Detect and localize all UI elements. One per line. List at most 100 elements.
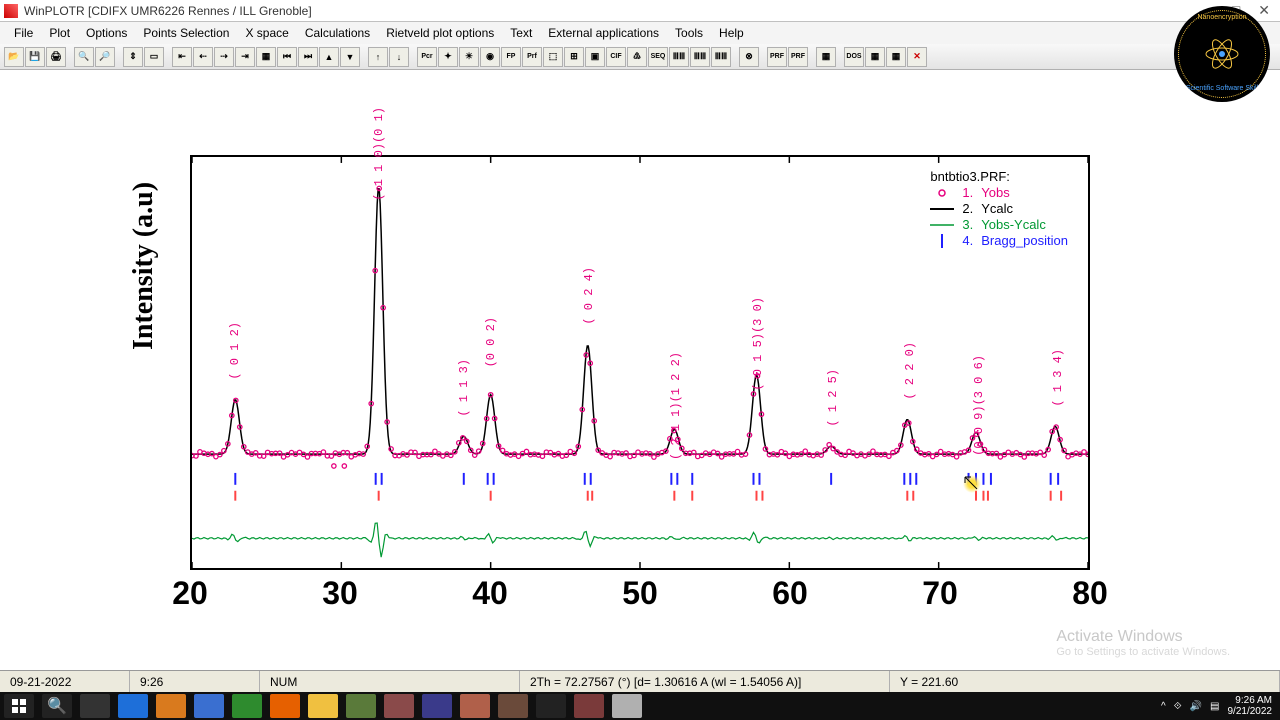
taskview-button[interactable] [80, 694, 110, 718]
plot-frame[interactable]: bntbtio3.PRF:1.Yobs2.Ycalc3.Yobs-Ycalc4.… [190, 155, 1090, 570]
hkl-label: ( 2 1 1)(1 2 2) [669, 352, 683, 460]
toolbar-btn-4[interactable]: 🔍 [74, 47, 94, 67]
toolbar-btn-12[interactable]: ⇢ [214, 47, 234, 67]
toolbar-btn-33[interactable]: ♳ [627, 47, 647, 67]
hkl-label: ( 1 3 4) [1051, 349, 1065, 407]
toolbar-btn-7[interactable]: ⇕ [123, 47, 143, 67]
hkl-label: ( 1 1 3) [457, 359, 471, 417]
channel-logo: Nanoencryption Scientific Software Skill [1174, 6, 1270, 102]
menu-options[interactable]: Options [80, 24, 133, 42]
menu-help[interactable]: Help [713, 24, 750, 42]
toolbar-btn-11[interactable]: ⇠ [193, 47, 213, 67]
toolbar-btn-35[interactable]: ⅢⅢ [669, 47, 689, 67]
tray-lang-icon[interactable]: ▤ [1210, 701, 1219, 712]
xtick: 50 [620, 575, 660, 612]
toolbar-btn-44[interactable]: ▦ [816, 47, 836, 67]
menu-tools[interactable]: Tools [669, 24, 709, 42]
search-button[interactable]: 🔍 [42, 694, 72, 718]
toolbar-btn-36[interactable]: ⅢⅢ [690, 47, 710, 67]
xtick: 30 [320, 575, 360, 612]
task-app6[interactable] [422, 694, 452, 718]
x-axis-ticks: 20304050607080 [190, 575, 1090, 612]
menu-points-selection[interactable]: Points Selection [137, 24, 235, 42]
status-y: Y = 221.60 [890, 671, 1280, 692]
close-button[interactable]: ✕ [1258, 2, 1270, 19]
toolbar-btn-31[interactable]: ▣ [585, 47, 605, 67]
toolbar-btn-23[interactable]: Pcr [417, 47, 437, 67]
xtick: 70 [920, 575, 960, 612]
menu-file[interactable]: File [8, 24, 39, 42]
task-app11[interactable] [612, 694, 642, 718]
menu-x-space[interactable]: X space [239, 24, 294, 42]
menu-plot[interactable]: Plot [43, 24, 76, 42]
toolbar-btn-48[interactable]: ▦ [886, 47, 906, 67]
hkl-label: ( 0 1 5)(3 0) [751, 297, 765, 391]
toolbar-btn-37[interactable]: ⅢⅢ [711, 47, 731, 67]
tray-chevron-icon[interactable]: ^ [1161, 701, 1166, 712]
toolbar-btn-20[interactable]: ↑ [368, 47, 388, 67]
tray-wifi-icon[interactable]: ⟐ [1174, 701, 1182, 712]
hkl-label: (-1 1 0)(0 1) [372, 107, 386, 201]
toolbar-btn-1[interactable]: 💾 [25, 47, 45, 67]
task-app4[interactable] [346, 694, 376, 718]
logo-top-text: Nanoencryption [1197, 14, 1246, 21]
toolbar-btn-29[interactable]: ⬚ [543, 47, 563, 67]
menu-rietveld-plot-options[interactable]: Rietveld plot options [380, 24, 500, 42]
toolbar-btn-28[interactable]: Prf [522, 47, 542, 67]
task-app10[interactable] [574, 694, 604, 718]
task-app1[interactable] [156, 694, 186, 718]
toolbar-btn-46[interactable]: DOS [844, 47, 864, 67]
toolbar-btn-39[interactable]: ⊗ [739, 47, 759, 67]
toolbar-btn-42[interactable]: PRF [788, 47, 808, 67]
toolbar-btn-41[interactable]: PRF [767, 47, 787, 67]
toolbar-btn-47[interactable]: ▦ [865, 47, 885, 67]
task-explorer[interactable] [308, 694, 338, 718]
plot-area: Intensity (a.u) bntbtio3.PRF:1.Yobs2.Yca… [0, 70, 1280, 660]
start-button[interactable] [4, 694, 34, 718]
status-time: 9:26 [130, 671, 260, 692]
tray-clock[interactable]: 9:26 AM 9/21/2022 [1228, 695, 1273, 717]
toolbar-btn-21[interactable]: ↓ [389, 47, 409, 67]
hkl-label: (0 0 2) [484, 317, 498, 367]
legend-title: bntbtio3.PRF: [930, 169, 1068, 185]
task-app5[interactable] [384, 694, 414, 718]
toolbar-btn-24[interactable]: ✦ [438, 47, 458, 67]
menu-external-applications[interactable]: External applications [542, 24, 665, 42]
legend-item: 3.Yobs-Ycalc [930, 217, 1068, 233]
task-app7[interactable] [460, 694, 490, 718]
system-tray[interactable]: ^ ⟐ 🔊 ▤ 9:26 AM 9/21/2022 [1161, 695, 1280, 717]
task-app8[interactable] [498, 694, 528, 718]
toolbar-btn-32[interactable]: CIF [606, 47, 626, 67]
menu-calculations[interactable]: Calculations [299, 24, 376, 42]
toolbar-btn-26[interactable]: ◉ [480, 47, 500, 67]
toolbar-btn-14[interactable]: ▦ [256, 47, 276, 67]
menu-text[interactable]: Text [504, 24, 538, 42]
tray-sound-icon[interactable]: 🔊 [1190, 701, 1202, 712]
task-edge[interactable] [118, 694, 148, 718]
task-firefox[interactable] [270, 694, 300, 718]
toolbar-btn-27[interactable]: FP [501, 47, 521, 67]
app-icon [4, 4, 18, 18]
toolbar-btn-8[interactable]: ▭ [144, 47, 164, 67]
task-app9[interactable] [536, 694, 566, 718]
toolbar-btn-49[interactable]: ✕ [907, 47, 927, 67]
hkl-label: (0 0 9)(3 0 6) [972, 355, 986, 456]
toolbar-btn-17[interactable]: ▲ [319, 47, 339, 67]
legend: bntbtio3.PRF:1.Yobs2.Ycalc3.Yobs-Ycalc4.… [930, 169, 1068, 249]
xtick: 80 [1070, 575, 1110, 612]
toolbar-btn-2[interactable]: 🖨 [46, 47, 66, 67]
toolbar-btn-25[interactable]: ☀ [459, 47, 479, 67]
toolbar-btn-10[interactable]: ⇤ [172, 47, 192, 67]
task-app2[interactable] [194, 694, 224, 718]
toolbar-btn-34[interactable]: SEQ [648, 47, 668, 67]
toolbar-btn-15[interactable]: ⏮ [277, 47, 297, 67]
toolbar-btn-30[interactable]: ⊞ [564, 47, 584, 67]
toolbar-btn-16[interactable]: ⏭ [298, 47, 318, 67]
task-app3[interactable] [232, 694, 262, 718]
toolbar-btn-0[interactable]: 📂 [4, 47, 24, 67]
toolbar-btn-13[interactable]: ⇥ [235, 47, 255, 67]
title-bar: WinPLOTR [CDIFX UMR6226 Rennes / ILL Gre… [0, 0, 1280, 22]
toolbar-btn-18[interactable]: ▼ [340, 47, 360, 67]
toolbar-btn-5[interactable]: 🔎 [95, 47, 115, 67]
taskbar: 🔍 ^ ⟐ 🔊 ▤ 9:26 AM 9/21/2022 [0, 692, 1280, 720]
